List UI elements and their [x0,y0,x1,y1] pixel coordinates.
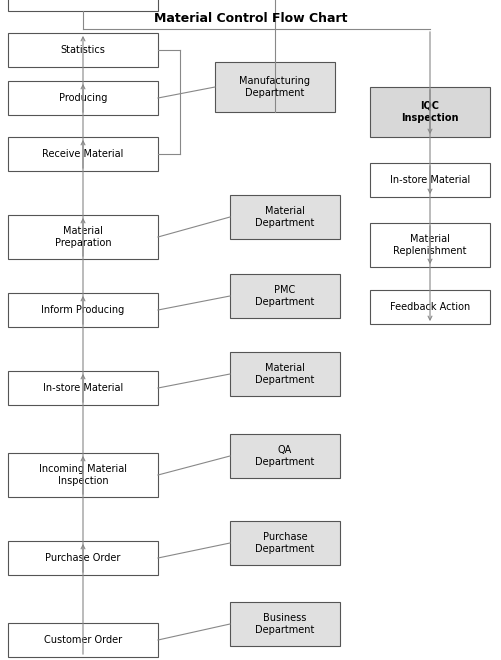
FancyBboxPatch shape [230,352,340,396]
FancyBboxPatch shape [230,274,340,318]
Text: Statistics: Statistics [61,45,105,55]
Text: Material
Department: Material Department [256,206,315,228]
Text: PMC
Department: PMC Department [256,285,315,307]
Text: Inform Producing: Inform Producing [42,305,125,315]
Text: Business
Department: Business Department [256,612,315,635]
FancyBboxPatch shape [370,87,490,137]
Text: Purchase
Department: Purchase Department [256,532,315,554]
Text: Receive Material: Receive Material [42,149,124,159]
Text: QA
Department: QA Department [256,445,315,467]
Text: Manufacturing
Department: Manufacturing Department [239,76,311,98]
FancyBboxPatch shape [8,0,158,11]
FancyBboxPatch shape [8,33,158,67]
FancyBboxPatch shape [8,453,158,497]
Text: IQC
Inspection: IQC Inspection [401,101,459,123]
Text: Material
Preparation: Material Preparation [55,226,111,248]
Text: Feedback Action: Feedback Action [390,302,470,312]
Text: Material
Department: Material Department [256,363,315,385]
FancyBboxPatch shape [370,163,490,197]
Text: Purchase Order: Purchase Order [45,553,121,563]
FancyBboxPatch shape [215,62,335,112]
FancyBboxPatch shape [8,293,158,327]
FancyBboxPatch shape [230,195,340,239]
FancyBboxPatch shape [230,434,340,478]
FancyBboxPatch shape [370,223,490,267]
Text: In-store Material: In-store Material [390,175,470,185]
FancyBboxPatch shape [8,215,158,259]
Text: Incoming Material
Inspection: Incoming Material Inspection [39,464,127,486]
FancyBboxPatch shape [8,623,158,657]
Text: Material
Replenishment: Material Replenishment [393,234,467,256]
FancyBboxPatch shape [8,137,158,171]
FancyBboxPatch shape [8,541,158,575]
FancyBboxPatch shape [230,521,340,565]
FancyBboxPatch shape [8,371,158,405]
FancyBboxPatch shape [370,290,490,324]
Text: Material Control Flow Chart: Material Control Flow Chart [154,12,347,25]
Text: Producing: Producing [59,93,107,103]
FancyBboxPatch shape [8,81,158,115]
Text: Customer Order: Customer Order [44,635,122,645]
FancyBboxPatch shape [230,602,340,646]
Text: In-store Material: In-store Material [43,383,123,393]
